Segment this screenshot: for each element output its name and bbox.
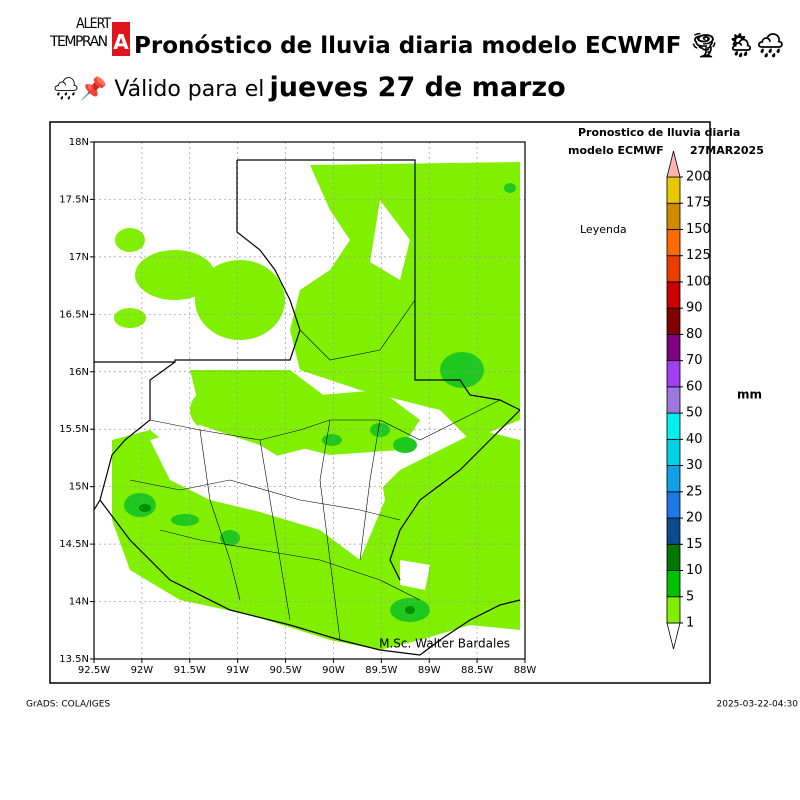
legend-label: Leyenda (580, 223, 627, 236)
y-tick-label: 14N (69, 597, 89, 608)
colorbar-label: 1 (686, 616, 694, 631)
x-tick-label: 88W (514, 665, 537, 676)
footer-right: 2025-03-22-04:30 (717, 700, 799, 710)
colorbar-under (666, 622, 681, 650)
y-tick-label: 14.5N (59, 539, 89, 550)
y-tick-label: 16.5N (59, 309, 89, 320)
rain-field (112, 162, 520, 650)
colorbar-segment (666, 465, 681, 493)
colorbar-label: 175 (686, 196, 711, 211)
subtitle: 🌧📌 Válido para el jueves 27 de marzo (52, 72, 566, 103)
colorbar-segment (666, 334, 681, 362)
colorbar-segment (666, 543, 681, 571)
y-tick-label: 18N (69, 137, 89, 148)
header: ALERT TEMPRAN A Pronóstico de lluvia dia… (0, 0, 800, 110)
legend-title: 27MAR2025 (690, 144, 764, 157)
y-tick-label: 17N (69, 252, 89, 263)
colorbar-label: 150 (686, 222, 711, 237)
unit-label: mm (737, 388, 762, 402)
colorbar-label: 10 (686, 563, 703, 578)
colorbar-label: 20 (686, 511, 703, 526)
logo: ALERT TEMPRAN A (50, 16, 132, 56)
y-tick-label: 17.5N (59, 194, 89, 205)
colorbar-label: 60 (686, 379, 703, 394)
colorbar-label: 80 (686, 327, 703, 342)
colorbar-segment (666, 491, 681, 519)
title: Pronóstico de lluvia diaria modelo ECWMF… (134, 33, 786, 59)
logo-line2: TEMPRAN (50, 34, 108, 50)
colorbar-segment (666, 412, 681, 440)
x-tick-label: 92.5W (78, 665, 110, 676)
figure-frame (49, 121, 711, 684)
legend-title: modelo ECMWF (568, 144, 664, 157)
logo-line1: ALERT (76, 16, 111, 32)
x-tick-label: 89.5W (365, 665, 397, 676)
x-tick-label: 88.5W (461, 665, 493, 676)
x-tick-label: 92W (131, 665, 154, 676)
colorbar-segment (666, 307, 681, 335)
colorbar-segment (666, 255, 681, 283)
y-tick-label: 15.5N (59, 424, 89, 435)
colorbar-segment (666, 570, 681, 598)
colorbar-label: 25 (686, 484, 703, 499)
x-tick-label: 89W (418, 665, 441, 676)
colorbar-label: 100 (686, 274, 711, 289)
plot-frame (93, 141, 526, 660)
y-tick-label: 16N (69, 367, 89, 378)
colorbar-label: 30 (686, 458, 703, 473)
colorbar-label: 5 (686, 589, 694, 604)
credit: M.Sc. Walter Bardales (379, 637, 510, 651)
colorbar-segment (666, 517, 681, 545)
x-tick-label: 91.5W (174, 665, 206, 676)
footer-left: GrADS: COLA/IGES (26, 700, 110, 710)
subtitle-date: jueves 27 de marzo (269, 72, 566, 103)
colorbar-label: 40 (686, 432, 703, 447)
y-tick-label: 15N (69, 482, 89, 493)
colorbar-segment (666, 202, 681, 230)
colorbar-segment (666, 281, 681, 309)
department-lines (129, 299, 501, 641)
colorbar-segment (666, 438, 681, 466)
colorbar-label: 200 (686, 170, 711, 185)
colorbar-segment (666, 360, 681, 388)
colorbar-label: 125 (686, 248, 711, 263)
x-tick-label: 91W (226, 665, 249, 676)
colorbar-label: 70 (686, 353, 703, 368)
colorbar-segment (666, 229, 681, 257)
x-tick-label: 90W (322, 665, 345, 676)
colorbar-over (666, 150, 681, 178)
colorbar-segment (666, 176, 681, 204)
colorbar-segment (666, 596, 681, 624)
logo-badge: A (112, 22, 130, 56)
colorbar-label: 50 (686, 406, 703, 421)
y-tick-label: 13.5N (59, 654, 89, 665)
colorbar-segment (666, 386, 681, 414)
colorbar-label: 15 (686, 537, 703, 552)
x-tick-label: 90.5W (269, 665, 301, 676)
legend-title: Pronostico de lluvia diaria (578, 126, 740, 139)
colorbar-label: 90 (686, 301, 703, 316)
subtitle-prefix: 🌧📌 Válido para el (52, 77, 265, 102)
